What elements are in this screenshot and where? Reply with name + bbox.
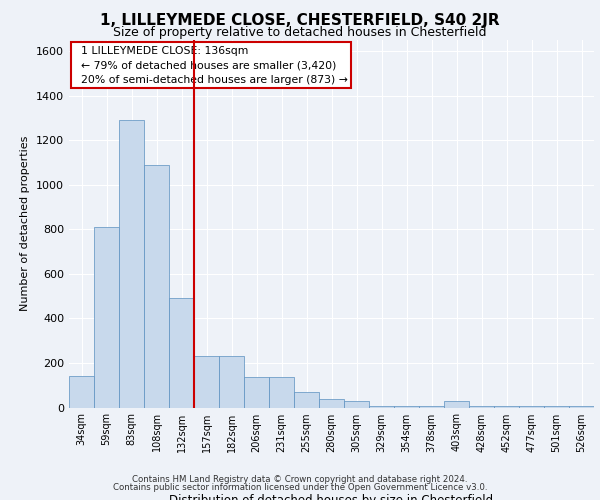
Text: Contains public sector information licensed under the Open Government Licence v3: Contains public sector information licen… [113, 483, 487, 492]
Bar [569, 406, 594, 408]
Bar [444, 401, 469, 407]
Bar [144, 164, 169, 408]
Text: 1, LILLEYMEDE CLOSE, CHESTERFIELD, S40 2JR: 1, LILLEYMEDE CLOSE, CHESTERFIELD, S40 2… [100, 13, 500, 28]
Bar [369, 406, 394, 408]
Bar [344, 401, 369, 407]
Bar [394, 406, 419, 408]
Bar [294, 392, 319, 407]
Bar [494, 406, 519, 408]
Bar [94, 227, 119, 408]
Bar [119, 120, 144, 408]
Text: Contains HM Land Registry data © Crown copyright and database right 2024.: Contains HM Land Registry data © Crown c… [132, 475, 468, 484]
Text: 1 LILLEYMEDE CLOSE: 136sqm
  ← 79% of detached houses are smaller (3,420)
  20% : 1 LILLEYMEDE CLOSE: 136sqm ← 79% of deta… [74, 46, 348, 85]
Bar [269, 378, 294, 408]
Bar [469, 406, 494, 408]
Bar [519, 406, 544, 408]
Bar [169, 298, 194, 408]
X-axis label: Distribution of detached houses by size in Chesterfield: Distribution of detached houses by size … [169, 494, 494, 500]
Bar [419, 406, 444, 408]
Bar [544, 406, 569, 408]
Y-axis label: Number of detached properties: Number of detached properties [20, 136, 31, 312]
Bar [219, 356, 244, 408]
Bar [319, 398, 344, 407]
Bar [194, 356, 219, 408]
Text: Size of property relative to detached houses in Chesterfield: Size of property relative to detached ho… [113, 26, 487, 39]
Bar [69, 376, 94, 408]
Bar [244, 378, 269, 408]
